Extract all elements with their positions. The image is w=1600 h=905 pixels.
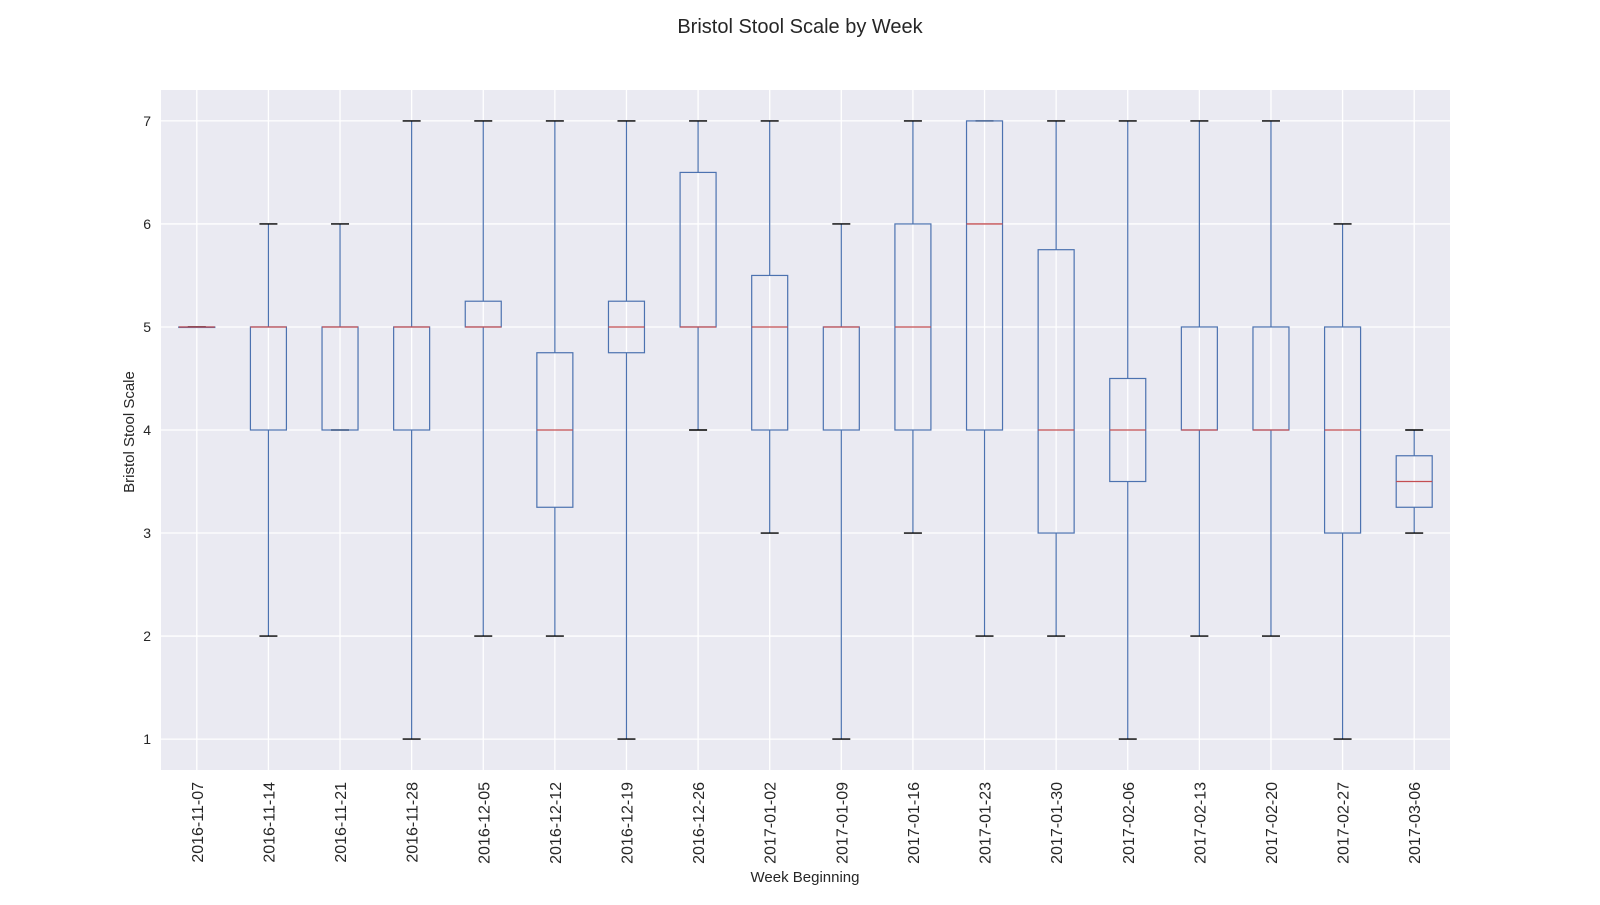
y-axis-label: Bristol Stool Scale: [121, 371, 138, 493]
x-tick-label: 2017-01-09: [834, 782, 851, 864]
y-axis-ticks: 1 2 3 4 5 6 7: [143, 113, 151, 747]
x-tick-label: 2017-01-23: [978, 782, 995, 864]
x-tick-label: 2017-01-16: [906, 782, 923, 864]
box-item: [894, 120, 932, 534]
x-tick-label: 2016-12-26: [691, 782, 708, 864]
x-tick-label: 2016-11-14: [261, 782, 278, 863]
box-item: [178, 326, 216, 329]
box-item: [536, 120, 574, 637]
x-tick-label: 2016-12-05: [476, 782, 493, 864]
x-tick-label: 2017-02-13: [1192, 782, 1209, 864]
x-tick-label: 2016-12-12: [548, 782, 565, 864]
box-item: [1252, 120, 1290, 637]
y-tick-label: 6: [143, 216, 151, 232]
chart-title: Bristol Stool Scale by Week: [677, 16, 923, 38]
x-tick-label: 2017-02-06: [1121, 782, 1138, 864]
x-tick-label: 2017-02-20: [1264, 782, 1281, 864]
box-item: [249, 223, 288, 637]
x-tick-label: 2016-11-07: [190, 782, 207, 863]
y-tick-label: 3: [143, 525, 151, 541]
box-body: [965, 120, 1004, 431]
y-tick-label: 5: [143, 319, 151, 335]
box-item: [321, 223, 359, 431]
y-tick-label: 2: [143, 628, 151, 644]
x-tick-label: 2017-01-30: [1049, 782, 1066, 864]
x-axis-label: Week Beginning: [751, 869, 860, 886]
x-axis-ticks: 2016-11-07 2016-11-14 2016-11-21 2016-11-28…: [190, 782, 1424, 864]
box-item: [751, 120, 789, 534]
x-tick-label: 2016-11-21: [333, 782, 350, 863]
x-tick-label: 2017-03-06: [1407, 782, 1424, 864]
box-item: [1037, 120, 1075, 637]
box-item: [1323, 223, 1362, 740]
box-series: [178, 120, 1433, 740]
box-item: [822, 223, 860, 740]
x-tick-label: 2016-12-19: [619, 782, 636, 864]
box-item: [607, 120, 646, 740]
box-body: [751, 274, 789, 431]
x-tick-label: 2017-02-27: [1336, 782, 1353, 864]
x-tick-label: 2016-11-28: [405, 782, 422, 863]
y-tick-label: 7: [143, 113, 151, 129]
box-item: [1180, 120, 1218, 637]
box-item: [464, 120, 502, 637]
box-item: [965, 120, 1004, 637]
y-tick-label: 4: [143, 422, 151, 438]
box-body: [1037, 249, 1075, 534]
box-item: [1395, 429, 1433, 534]
y-tick-label: 1: [143, 731, 151, 747]
box-item: [1109, 120, 1147, 740]
x-tick-label: 2017-01-02: [763, 782, 780, 864]
box-item: [393, 120, 431, 740]
box-item: [679, 120, 717, 431]
